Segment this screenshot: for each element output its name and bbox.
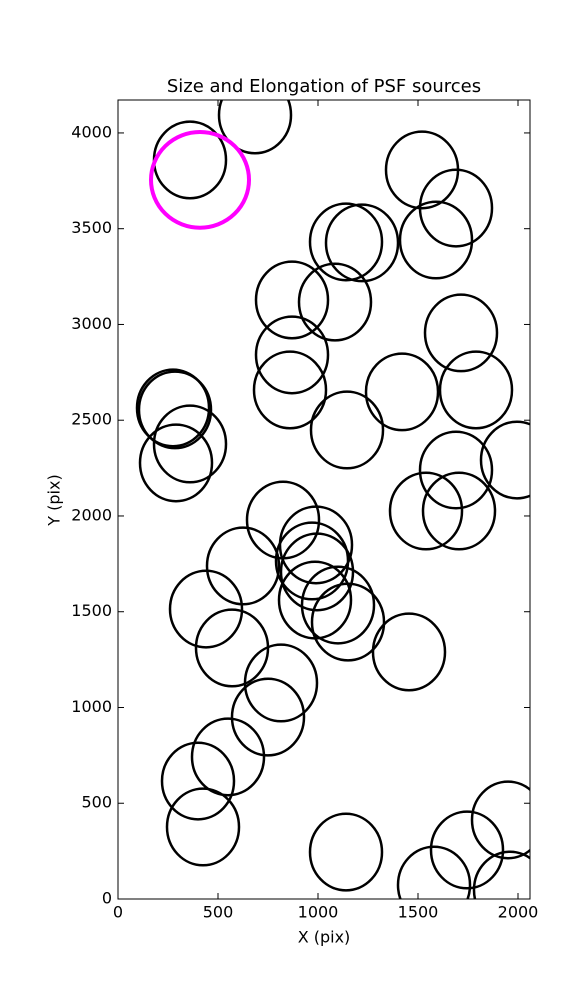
plot-area	[135, 100, 530, 899]
y-tick-label: 3000	[71, 314, 112, 333]
psf-ellipse	[423, 293, 499, 373]
y-axis-label: Y (pix)	[45, 474, 64, 526]
y-tick-label: 2500	[71, 410, 112, 429]
psf-ellipse	[470, 780, 530, 860]
psf-ellipse	[324, 203, 400, 283]
psf-ellipse	[310, 582, 386, 662]
psf-ellipse	[421, 471, 497, 551]
psf-ellipse	[160, 741, 236, 821]
psf-ellipse	[279, 532, 355, 612]
y-tick-label: 1000	[71, 697, 112, 716]
x-tick-label: 2000	[498, 903, 539, 922]
psf-ellipse	[274, 521, 350, 601]
psf-ellipse	[364, 352, 440, 432]
chart-title: Size and Elongation of PSF sources	[167, 76, 481, 97]
psf-ellipse	[308, 812, 384, 892]
x-tick-label: 0	[113, 903, 123, 922]
psf-ellipse	[398, 200, 474, 280]
psf-ellipse	[479, 420, 530, 500]
psf-ellipse	[371, 612, 447, 692]
psf-ellipse	[300, 565, 376, 645]
psf-ellipse	[308, 202, 384, 282]
plot-frame	[117, 99, 531, 900]
y-tick-label: 4000	[71, 122, 112, 141]
y-tick-label: 3500	[71, 218, 112, 237]
x-axis-label: X (pix)	[298, 928, 351, 947]
psf-ellipse	[254, 315, 330, 395]
y-tick-label: 0	[102, 889, 112, 908]
psf-ellipse	[245, 480, 321, 560]
y-tick-label: 1500	[71, 601, 112, 620]
psf-ellipse	[388, 471, 464, 551]
psf-ellipse	[230, 677, 306, 757]
psf-ellipse	[438, 350, 514, 430]
psf-ellipse	[472, 850, 530, 899]
psf-ellipse	[135, 368, 211, 448]
psf-ellipse	[137, 370, 213, 450]
psf-ellipse	[243, 643, 319, 723]
x-tick-label: 500	[203, 903, 234, 922]
psf-ellipse	[429, 810, 505, 890]
psf-ellipse	[254, 260, 330, 340]
y-tick-label: 2000	[71, 505, 112, 524]
psf-ellipse	[138, 423, 214, 503]
psf-ellipse	[309, 390, 385, 470]
psf-ellipse	[418, 168, 494, 248]
psf-ellipse	[190, 717, 266, 797]
psf-ellipse	[165, 787, 241, 867]
x-tick-label: 1500	[398, 903, 439, 922]
psf-ellipse	[217, 100, 293, 155]
psf-ellipse	[418, 430, 494, 510]
psf-ellipse	[205, 526, 281, 606]
x-tick-label: 1000	[298, 903, 339, 922]
psf-ellipse	[252, 350, 328, 430]
psf-ellipse	[297, 262, 373, 342]
psf-ellipse	[168, 569, 244, 649]
psf-ellipse	[152, 404, 228, 484]
psf-ellipse	[396, 845, 472, 899]
psf-ellipse	[149, 129, 251, 230]
y-tick-label: 500	[81, 793, 112, 812]
